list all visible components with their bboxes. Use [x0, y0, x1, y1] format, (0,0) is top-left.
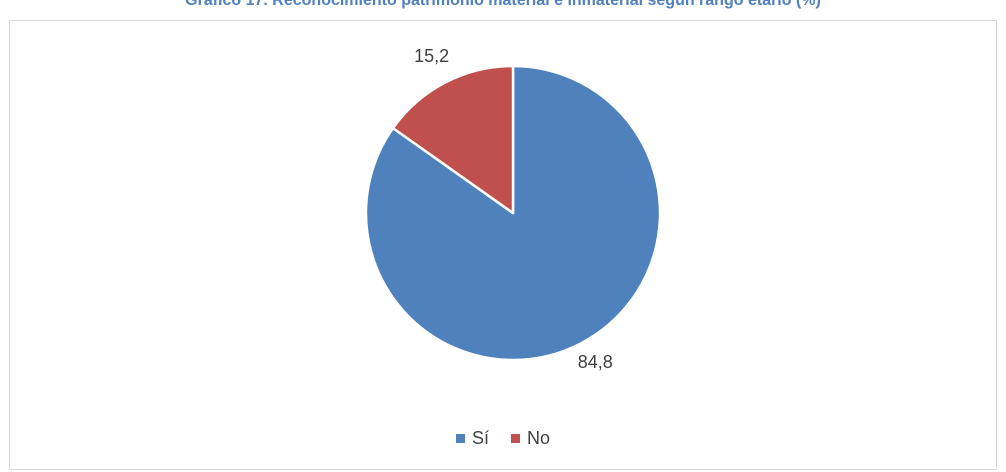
data-label-no: 15,2: [414, 45, 450, 66]
legend-label-si: Sí: [471, 428, 489, 448]
data-label-si: 84,8: [577, 351, 613, 372]
legend-item-si: Sí: [455, 427, 489, 449]
legend-label-no: No: [527, 428, 551, 448]
chart-title: Gráfico 17. Reconocimiento patrimonio ma…: [185, 0, 821, 9]
legend: Sí No: [0, 427, 1006, 449]
legend-swatch-si: [455, 433, 465, 443]
legend-item-no: No: [511, 427, 550, 449]
legend-swatch-no: [511, 433, 520, 443]
pie-slice-no: [391, 64, 515, 215]
